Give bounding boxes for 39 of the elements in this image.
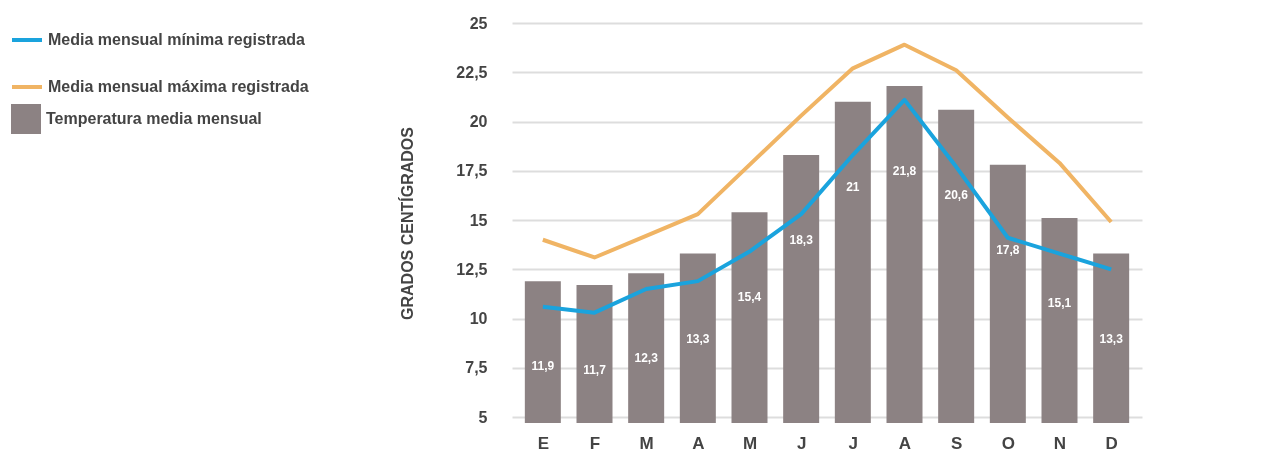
data-label: 13,3 [1099,331,1124,346]
y-tick-label: 5 [478,408,488,426]
legend-label: Media mensual máxima registrada [48,78,309,95]
x-tick-label: O [1001,433,1015,453]
data-label: 11,7 [583,363,607,378]
data-label: 17,8 [996,242,1020,257]
data-label: 12,3 [634,351,659,366]
x-tick-label: E [537,433,550,453]
data-label: 20,6 [944,187,969,202]
data-label: 15,1 [1047,296,1072,311]
y-axis-title: GRADOS CENTÍGRADOS [398,126,417,320]
data-label: 15,4 [737,290,762,305]
x-tick-label: F [589,433,601,453]
x-tick-label: J [848,433,859,453]
y-tick-label: 17,5 [456,162,488,180]
x-tick-label: M [639,433,654,453]
line-series [540,97,1114,315]
y-tick-label: 22,5 [456,63,488,81]
x-tick-label: J [796,433,807,453]
line-series [540,42,1114,260]
y-tick-label: 15 [469,211,488,229]
x-tick-label: M [742,433,758,453]
x-tick-label: D [1105,433,1118,453]
y-tick-label: 10 [469,310,488,328]
x-tick-label: A [898,433,912,453]
y-tick-label: 25 [469,14,488,32]
x-tick-label: A [692,433,705,453]
y-tick-label: 12,5 [456,260,488,278]
y-tick-label: 7,5 [465,359,488,377]
data-label: 13,3 [686,331,710,346]
legend-label: Media mensual mínima registrada [48,31,306,48]
x-tick-label: N [1053,433,1067,453]
data-label: 21,8 [892,164,917,179]
y-tick-label: 20 [469,113,488,131]
legend-label: Temperatura media mensual [46,110,262,127]
data-label: 21 [846,179,860,194]
x-tick-label: S [950,433,963,453]
data-label: 18,3 [789,233,814,248]
data-label: 11,9 [531,359,555,374]
